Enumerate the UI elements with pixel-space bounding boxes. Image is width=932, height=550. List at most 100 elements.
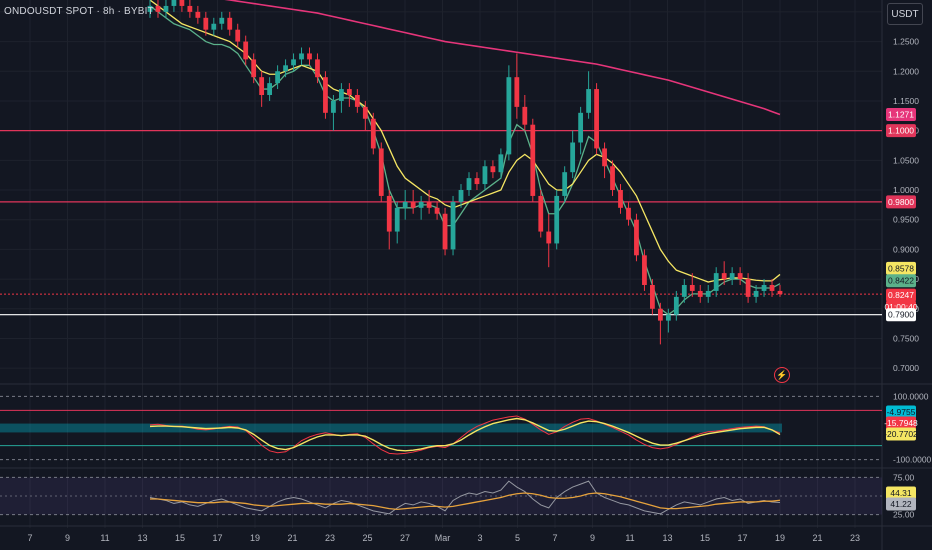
- candle-body: [339, 89, 344, 101]
- candle-body: [299, 53, 304, 60]
- osc-badge-bg: [886, 405, 916, 419]
- candle-body: [602, 148, 607, 167]
- time-axis-label: 13: [137, 533, 147, 543]
- candle-body: [490, 166, 496, 173]
- candle-body: [482, 166, 488, 185]
- candle-body: [697, 290, 703, 297]
- time-axis-label: 25: [362, 533, 372, 543]
- osc-badge: -20.7702: [884, 429, 918, 439]
- time-axis-label: 17: [212, 533, 222, 543]
- osc-badge: -4.9755: [887, 407, 916, 417]
- time-axis-label: 5: [515, 533, 520, 543]
- candle-body: [227, 17, 233, 30]
- candle-body: [721, 273, 727, 280]
- candle-body: [283, 65, 288, 72]
- candle-body: [522, 106, 528, 125]
- currency-button[interactable]: USDT: [887, 3, 923, 25]
- candle-body: [546, 231, 552, 244]
- price-badge-bg: [886, 261, 916, 275]
- candle-body: [147, 5, 153, 12]
- price-tick-label: 0.9500: [893, 215, 919, 225]
- candle-body: [506, 77, 512, 155]
- candle-body: [729, 273, 735, 280]
- price-badge-bg: [886, 288, 916, 302]
- time-axis-label: 27: [400, 533, 410, 543]
- candle-body: [418, 201, 424, 208]
- candle-body: [538, 195, 544, 232]
- candle-body: [251, 59, 257, 78]
- price-tick-label: 1.0500: [893, 155, 919, 165]
- candle-body: [315, 59, 320, 78]
- candle-body: [737, 273, 743, 280]
- time-axis-label: 23: [850, 533, 860, 543]
- time-axis-label: 11: [625, 533, 634, 543]
- candle-body: [203, 17, 209, 30]
- candle-body: [267, 83, 273, 95]
- time-axis-label: 11: [100, 533, 109, 543]
- time-axis-label: 9: [590, 533, 595, 543]
- time-axis-label: 13: [662, 533, 672, 543]
- price-tick-label: 0.7000: [893, 363, 919, 373]
- candle-body: [307, 53, 312, 60]
- candle-body: [634, 219, 639, 256]
- rsi-badge: 44.31: [890, 488, 912, 498]
- candle-body: [626, 207, 631, 220]
- time-axis-label: 21: [812, 533, 822, 543]
- time-axis-label: 23: [325, 533, 335, 543]
- price-badge: 0.7900: [888, 310, 914, 320]
- candle-body: [713, 273, 719, 291]
- time-axis-label: 9: [65, 533, 70, 543]
- candle-body: [219, 17, 225, 24]
- time-axis-label: 3: [477, 533, 482, 543]
- candle-body: [331, 100, 336, 113]
- candle-body: [243, 41, 249, 60]
- candle-body: [530, 124, 536, 196]
- candle-body: [650, 285, 655, 309]
- rsi-badge-bg: [886, 497, 916, 511]
- candle-body: [362, 106, 368, 119]
- osc-badge-bg: [886, 427, 916, 441]
- candle-body: [769, 285, 775, 291]
- price-tick-label: 1.2000: [893, 66, 919, 76]
- candle-body: [346, 89, 352, 95]
- osc-band: [0, 423, 782, 433]
- candle-body: [386, 195, 392, 232]
- candle-body: [442, 213, 448, 250]
- osc-badge: -15.7948: [884, 418, 918, 428]
- candle-body: [155, 5, 161, 12]
- rsi-badge: 41.22: [890, 499, 912, 509]
- candle-body: [586, 89, 591, 113]
- candle-body: [610, 166, 615, 190]
- price-tick-label: 0.9000: [893, 244, 919, 254]
- price-badge: 0.8578: [888, 263, 914, 273]
- lightning-icon[interactable]: ⚡: [774, 367, 790, 383]
- osc-tick-label: 100.0000: [893, 391, 929, 401]
- time-axis-label: 17: [737, 533, 747, 543]
- price-badge: 0.8422: [888, 276, 914, 286]
- price-badge: 0.8247: [888, 290, 914, 300]
- price-badge: 1.1271: [888, 110, 914, 120]
- time-axis-label: 7: [552, 533, 557, 543]
- price-badge: 01:00:40: [884, 302, 917, 312]
- candle-body: [410, 201, 416, 208]
- candle-body: [163, 5, 169, 12]
- time-axis-label: 19: [775, 533, 785, 543]
- candle-body: [378, 148, 384, 196]
- candle-body: [618, 190, 623, 208]
- osc-tick-label: -100.0000: [893, 455, 932, 465]
- candle-body: [450, 201, 456, 250]
- candle-body: [657, 308, 663, 321]
- price-tick-label: 1.0000: [893, 185, 919, 195]
- candle-body: [665, 314, 671, 321]
- candle-body: [187, 5, 193, 12]
- candle-body: [402, 201, 408, 208]
- candle-body: [259, 77, 265, 95]
- candle-body: [474, 178, 480, 185]
- candle-body: [753, 290, 759, 297]
- price-badge-bg: [886, 308, 916, 322]
- price-badge: 1.1000: [888, 126, 914, 136]
- candle-body: [211, 23, 217, 30]
- price-badge-bg: [886, 108, 916, 122]
- osc-fast-line: [149, 415, 781, 455]
